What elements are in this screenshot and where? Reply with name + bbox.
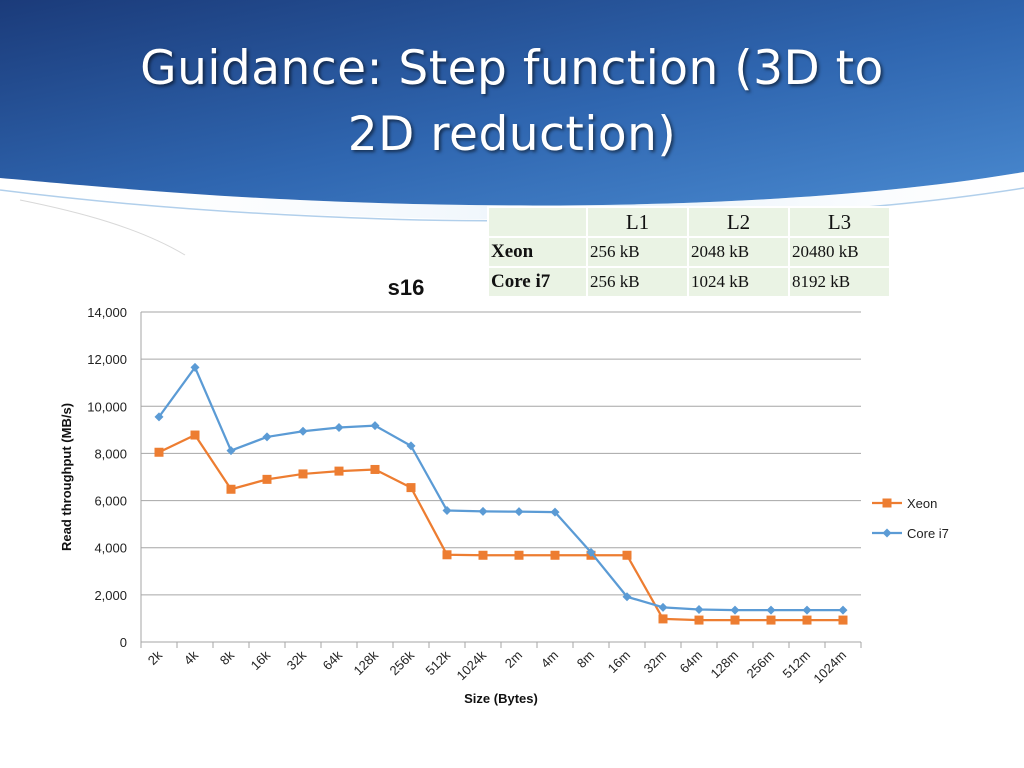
x-tick-label: 8k	[217, 647, 238, 668]
data-point-xeon	[370, 464, 380, 474]
x-tick-label: 256k	[387, 647, 418, 678]
table-header-l1: L1	[586, 206, 689, 238]
table-row-label: Core i7	[487, 266, 588, 298]
x-tick-label: 8m	[574, 648, 597, 671]
x-tick-label: 1024m	[810, 648, 849, 687]
data-point-core-i7	[766, 605, 776, 615]
chart-title: s16	[388, 275, 425, 300]
x-tick-label: 64m	[677, 648, 705, 676]
data-point-xeon	[442, 550, 452, 560]
throughput-line-chart: 0 2,000 4,000 6,000 8,000 10,000 12,000 14,000 2…	[59, 275, 949, 706]
x-tick-label: 64k	[320, 647, 346, 673]
y-tick-label: 12,000	[87, 352, 127, 367]
x-tick-label: 2k	[145, 647, 166, 668]
data-point-xeon	[298, 469, 308, 479]
x-tick-label: 32k	[284, 647, 310, 673]
x-tick-label: 2m	[502, 648, 525, 671]
x-tick-label: 32m	[641, 648, 669, 676]
data-point-core-i7	[802, 605, 812, 615]
data-point-xeon	[226, 484, 236, 494]
slide-title-line-1: Guidance: Step function (3D to	[140, 41, 884, 96]
cache-size-table: L1 L2 L3 Xeon 256 kB 2048 kB 20480 kB Co…	[487, 206, 891, 298]
x-tick-label: 4k	[181, 647, 202, 668]
data-point-core-i7	[226, 446, 236, 456]
data-point-core-i7	[190, 362, 200, 372]
table-header-l2: L2	[687, 206, 790, 238]
data-point-core-i7	[406, 441, 416, 451]
x-tick-label: 256m	[744, 648, 778, 682]
data-point-core-i7	[622, 592, 632, 602]
y-tick-label: 0	[120, 635, 127, 650]
y-tick-label: 14,000	[87, 305, 127, 320]
table-row-label: Xeon	[487, 236, 588, 268]
data-point-xeon	[154, 447, 164, 457]
slide-title: Guidance: Step function (3D to 2D reduct…	[40, 36, 984, 168]
data-point-xeon	[658, 614, 668, 624]
x-tick-label: 1024k	[453, 647, 489, 683]
table-cell: 8192 kB	[788, 266, 891, 298]
legend-label-xeon: Xeon	[907, 496, 937, 511]
data-point-core-i7	[694, 604, 704, 614]
data-point-core-i7	[514, 507, 524, 517]
data-point-xeon	[262, 474, 272, 484]
data-point-core-i7	[370, 421, 380, 431]
slide-title-line-2: 2D reduction)	[347, 107, 677, 162]
table-cell: 20480 kB	[788, 236, 891, 268]
data-point-xeon	[802, 615, 812, 625]
legend-marker-xeon	[882, 498, 892, 508]
data-point-xeon	[406, 483, 416, 493]
x-tick-label: 512k	[423, 647, 454, 678]
x-axis-title: Size (Bytes)	[464, 691, 538, 706]
table-row: Xeon 256 kB 2048 kB 20480 kB	[487, 236, 891, 268]
table-header-l3: L3	[788, 206, 891, 238]
table-header-row: L1 L2 L3	[487, 206, 891, 238]
table-cell: 256 kB	[586, 236, 689, 268]
x-tick-label: 16m	[605, 648, 633, 676]
series-line-xeon	[158, 433, 843, 622]
data-point-core-i7	[730, 605, 740, 615]
y-tick-label: 6,000	[94, 494, 127, 509]
y-tick-label: 10,000	[87, 399, 127, 414]
x-tick-label: 16k	[248, 647, 274, 673]
data-point-xeon	[190, 430, 200, 440]
table-cell: 256 kB	[586, 266, 689, 298]
data-point-xeon	[694, 615, 704, 625]
legend-marker-core-i7	[882, 528, 892, 538]
y-tick-label: 8,000	[94, 446, 127, 461]
table-cell: 2048 kB	[687, 236, 790, 268]
data-point-xeon	[622, 550, 632, 560]
x-tick-label: 4m	[538, 648, 561, 671]
data-point-xeon	[334, 466, 344, 476]
x-tick-label: 512m	[780, 648, 814, 682]
data-point-xeon	[838, 615, 848, 625]
data-point-core-i7	[154, 412, 164, 422]
data-point-core-i7	[442, 505, 452, 515]
x-tick-label: 128k	[351, 647, 382, 678]
data-point-core-i7	[550, 507, 560, 517]
data-point-core-i7	[838, 605, 848, 615]
table-corner-cell	[487, 206, 588, 238]
series-line-core-i7	[158, 366, 843, 612]
data-point-core-i7	[586, 547, 596, 557]
data-point-core-i7	[334, 423, 344, 432]
data-point-core-i7	[298, 426, 308, 436]
data-point-xeon	[730, 615, 740, 625]
data-point-xeon	[550, 550, 560, 560]
legend-label-core-i7: Core i7	[907, 526, 949, 541]
table-row: Core i7 256 kB 1024 kB 8192 kB	[487, 266, 891, 298]
data-point-xeon	[766, 615, 776, 625]
data-point-core-i7	[262, 432, 272, 442]
table-cell: 1024 kB	[687, 266, 790, 298]
data-point-core-i7	[478, 506, 488, 516]
y-axis-title: Read throughput (MB/s)	[59, 403, 74, 551]
data-point-core-i7	[658, 602, 668, 612]
data-point-xeon	[514, 550, 524, 560]
y-tick-label: 2,000	[94, 588, 127, 603]
y-tick-label: 4,000	[94, 541, 127, 556]
x-tick-label: 128m	[708, 648, 742, 682]
data-point-xeon	[478, 550, 488, 560]
